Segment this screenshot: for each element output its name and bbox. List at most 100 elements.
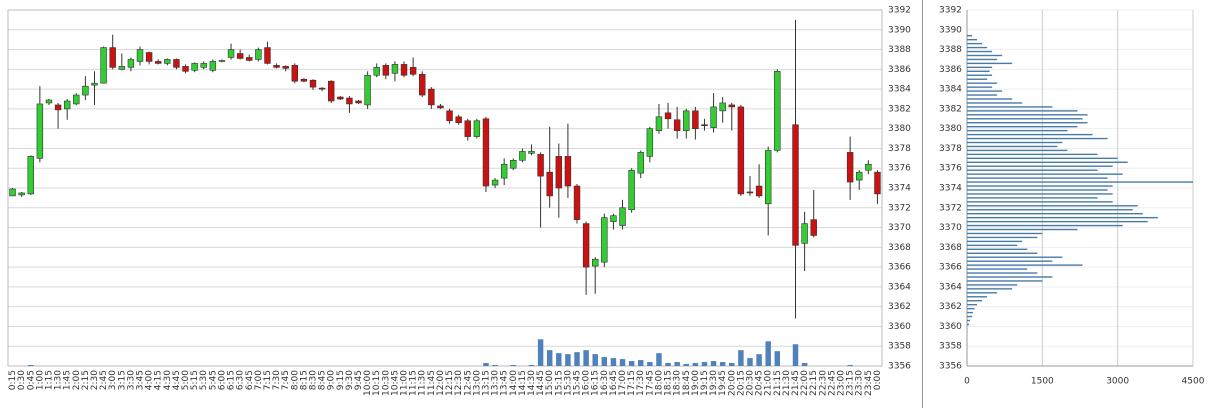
candle-body [655, 116, 663, 131]
x-tick-label: 23:30 [855, 370, 865, 396]
candle-body [273, 65, 280, 68]
candle-body [73, 94, 80, 105]
y-tick-label: 3366 [888, 263, 911, 273]
y-tick-label: 3386 [939, 65, 962, 75]
volume-bar [592, 354, 598, 366]
volume-bar [619, 359, 626, 366]
y-tick-label: 3374 [939, 184, 962, 194]
candle-body [482, 118, 490, 187]
profile-bar [967, 181, 1193, 183]
candle-body [573, 185, 581, 220]
profile-bar [967, 153, 1098, 156]
profile-bar [967, 256, 1063, 258]
volume-bar [647, 362, 653, 366]
volume-bar [537, 339, 544, 366]
x-tick-label: 19:45 [718, 370, 728, 396]
profile-bar [967, 46, 988, 49]
candle-body [9, 188, 16, 197]
y-tick-label: 3374 [888, 184, 911, 194]
profile-bar [967, 122, 1088, 124]
x-tick-label: 5:45 [208, 370, 218, 390]
volume-bar [610, 358, 617, 366]
candle-body [164, 59, 171, 64]
candle-body [45, 99, 53, 104]
x-tick-label: 10:15 [372, 370, 382, 396]
candle-body [36, 103, 44, 159]
profile-bar [967, 129, 1068, 132]
candle-body [136, 49, 144, 62]
candle-body [355, 100, 362, 104]
candle-body [209, 61, 217, 71]
candle-body [592, 258, 599, 267]
candle-body [491, 179, 499, 186]
candle-body [528, 151, 535, 154]
candle-body [246, 57, 253, 61]
profile-bar [967, 42, 983, 45]
candle-body [683, 110, 690, 131]
candle-body [409, 67, 417, 75]
x-tick-label: 7:00 [254, 370, 264, 390]
x-tick-label: 20:00 [727, 370, 737, 396]
x-tick-label: 6:30 [236, 370, 246, 390]
y-tick-label: 3368 [939, 243, 962, 253]
x-tick-label: 18:15 [664, 370, 674, 396]
candle-body [728, 104, 735, 108]
candle-body [291, 65, 298, 82]
candle-body [455, 116, 462, 124]
y-tick-label: 3388 [939, 45, 962, 55]
volume-bar [674, 362, 680, 366]
x-tick-label: 22:45 [827, 370, 837, 396]
y-tick-label: 3372 [939, 203, 962, 213]
candle-body [619, 207, 626, 226]
profile-bar [967, 189, 1108, 191]
volume-bar [792, 344, 799, 366]
profile-bar [967, 110, 1078, 112]
profile-bar [967, 209, 1133, 211]
candle-body [318, 87, 326, 90]
volume-bar [638, 360, 644, 366]
profile-bar [967, 137, 1108, 140]
candle-body [737, 106, 745, 195]
profile-bar [967, 38, 978, 41]
candle-body [437, 105, 444, 109]
candle-body [373, 67, 380, 76]
x-tick-label: 4:30 [163, 370, 173, 390]
candle-body [792, 124, 799, 246]
volume-bar [683, 364, 689, 366]
volume-bar [710, 361, 717, 366]
volume-bar [692, 363, 699, 366]
candle-body [719, 102, 726, 112]
profile-bar [967, 193, 1113, 195]
x-tick-label: 18:45 [682, 370, 692, 396]
candle-body [874, 171, 881, 195]
y-tick-label: 3362 [888, 302, 911, 312]
y-tick-label: 3378 [888, 144, 911, 154]
candle-body [218, 60, 226, 62]
candle-body [364, 74, 371, 106]
y-tick-label: 3358 [888, 342, 911, 352]
x-tick-label: 18:30 [673, 370, 683, 396]
profile-bar [967, 173, 1123, 175]
candle-body [382, 65, 390, 76]
profile-bar [967, 303, 978, 306]
profile-bar [967, 185, 1113, 187]
candle-body [173, 59, 180, 68]
x-tick-label: 15:15 [554, 370, 564, 396]
x-tick-label: 15:30 [563, 370, 573, 396]
candle-body [54, 104, 62, 111]
x-tick-label: 16:45 [609, 370, 619, 396]
candle-body [464, 120, 471, 137]
x-tick-label: 6:15 [227, 370, 237, 390]
x-tick-label: 20:45 [755, 370, 765, 396]
profile-bar [967, 319, 971, 322]
candle-body [555, 156, 563, 189]
x-tick-label: 17:30 [636, 370, 646, 396]
x-tick-label: 13:30 [491, 370, 501, 396]
profile-bar [967, 125, 1078, 128]
volume-bar [546, 350, 553, 366]
x-tick-label: 5:00 [181, 370, 191, 390]
candle-body [91, 82, 98, 86]
profile-bar [967, 276, 1053, 278]
x-tick-label: 2:15 [81, 370, 91, 390]
x-tick-label: 4:00 [145, 370, 155, 390]
